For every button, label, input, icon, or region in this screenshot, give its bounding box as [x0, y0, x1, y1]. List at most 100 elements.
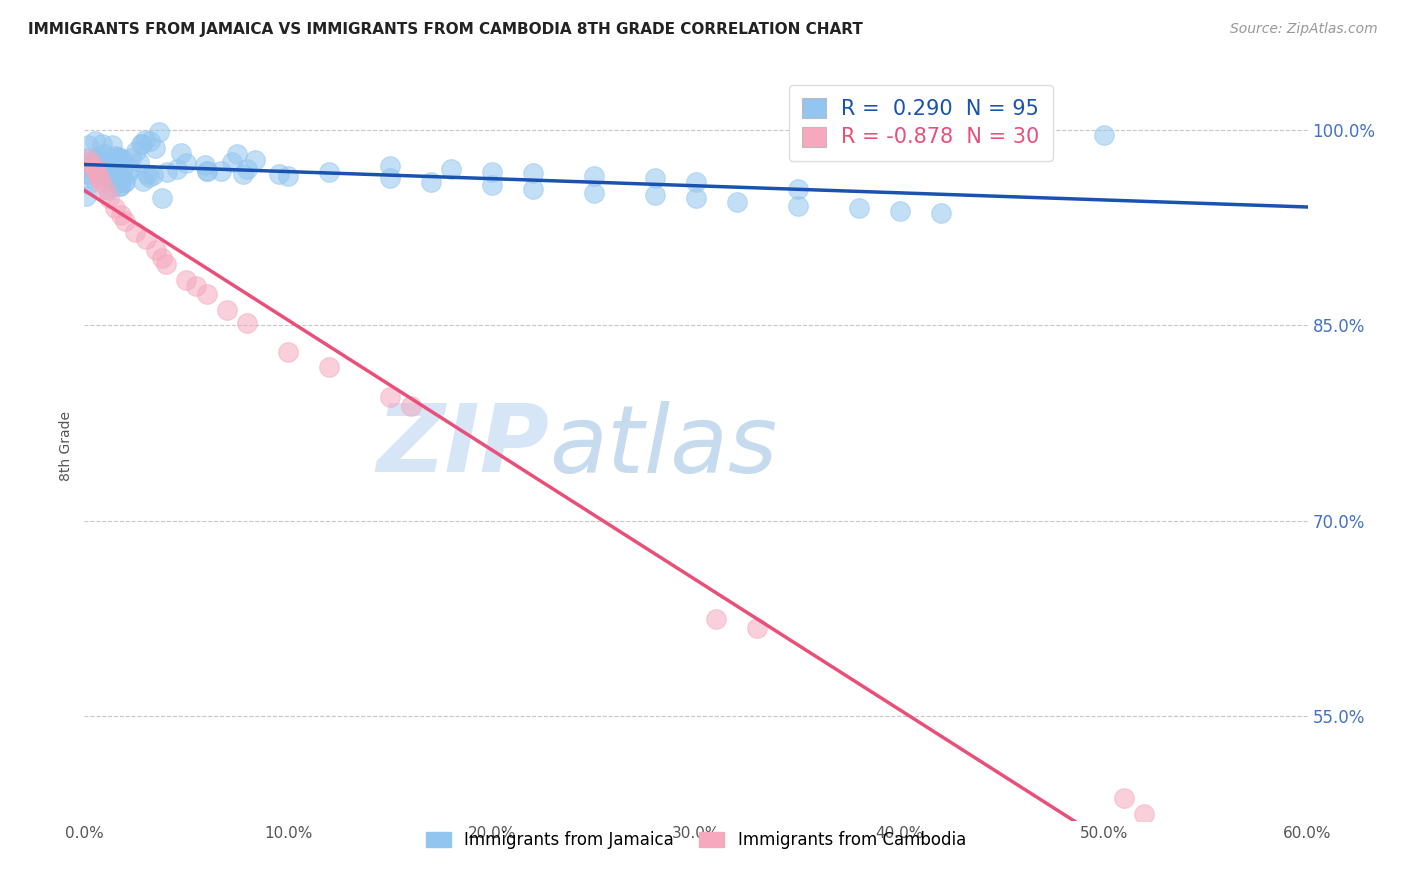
Text: atlas: atlas [550, 401, 778, 491]
Point [644, 188, 666, 202]
Point [195, 287, 218, 301]
Point [277, 169, 299, 183]
Point [706, 612, 728, 626]
Point [148, 125, 170, 139]
Point [481, 164, 503, 178]
Point [114, 214, 136, 228]
Point [166, 161, 188, 176]
Point [236, 316, 259, 330]
Point [135, 232, 157, 246]
Point [87, 171, 110, 186]
Point [380, 390, 402, 404]
Point [420, 175, 443, 189]
Point [76, 151, 98, 165]
Point [267, 167, 290, 181]
Point [96, 155, 118, 169]
Point [97, 161, 120, 175]
Point [90, 137, 112, 152]
Point [318, 360, 340, 375]
Point [583, 186, 606, 200]
Point [80, 169, 103, 184]
Point [104, 149, 127, 163]
Text: ZIP: ZIP [377, 400, 550, 492]
Point [104, 174, 127, 188]
Point [243, 153, 266, 168]
Point [155, 257, 177, 271]
Point [142, 168, 165, 182]
Point [75, 188, 97, 202]
Point [194, 158, 217, 172]
Point [277, 344, 299, 359]
Point [91, 159, 114, 173]
Point [114, 175, 136, 189]
Point [929, 206, 952, 220]
Point [110, 208, 132, 222]
Point [685, 191, 707, 205]
Point [76, 138, 98, 153]
Point [481, 178, 503, 192]
Point [143, 140, 166, 154]
Point [112, 175, 135, 189]
Point [101, 165, 124, 179]
Point [1114, 791, 1136, 805]
Point [195, 164, 218, 178]
Point [79, 155, 101, 169]
Point [97, 159, 120, 173]
Point [156, 165, 179, 179]
Text: Source: ZipAtlas.com: Source: ZipAtlas.com [1230, 22, 1378, 37]
Point [174, 155, 197, 169]
Point [583, 169, 606, 183]
Point [93, 147, 115, 161]
Point [132, 174, 155, 188]
Point [685, 175, 707, 189]
Y-axis label: 8th Grade: 8th Grade [59, 411, 73, 481]
Point [139, 134, 162, 148]
Point [848, 201, 870, 215]
Point [318, 164, 340, 178]
Point [111, 165, 134, 179]
Point [86, 154, 108, 169]
Point [138, 169, 160, 184]
Point [134, 133, 156, 147]
Point [101, 156, 124, 170]
Point [1133, 807, 1156, 822]
Point [105, 150, 128, 164]
Point [399, 399, 422, 413]
Point [150, 191, 173, 205]
Point [93, 181, 115, 195]
Point [108, 179, 131, 194]
Point [174, 273, 197, 287]
Point [111, 170, 134, 185]
Point [83, 162, 105, 177]
Point [108, 179, 131, 194]
Point [97, 191, 120, 205]
Point [120, 151, 142, 165]
Text: IMMIGRANTS FROM JAMAICA VS IMMIGRANTS FROM CAMBODIA 8TH GRADE CORRELATION CHART: IMMIGRANTS FROM JAMAICA VS IMMIGRANTS FR… [28, 22, 863, 37]
Point [232, 167, 254, 181]
Point [226, 146, 249, 161]
Point [136, 168, 159, 182]
Point [889, 203, 911, 218]
Point [169, 145, 191, 160]
Point [221, 155, 243, 169]
Point [104, 201, 127, 215]
Point [107, 150, 129, 164]
Point [145, 243, 167, 257]
Point [725, 194, 748, 209]
Point [77, 178, 100, 192]
Point [440, 162, 463, 177]
Point [747, 621, 769, 635]
Point [86, 166, 108, 180]
Point [128, 154, 150, 169]
Point [100, 138, 122, 153]
Point [124, 225, 146, 239]
Point [787, 181, 810, 195]
Point [77, 152, 100, 166]
Point [129, 136, 152, 151]
Point [236, 162, 259, 177]
Point [104, 153, 127, 168]
Point [82, 160, 104, 174]
Point [522, 166, 544, 180]
Point [150, 251, 173, 265]
Point [209, 163, 232, 178]
